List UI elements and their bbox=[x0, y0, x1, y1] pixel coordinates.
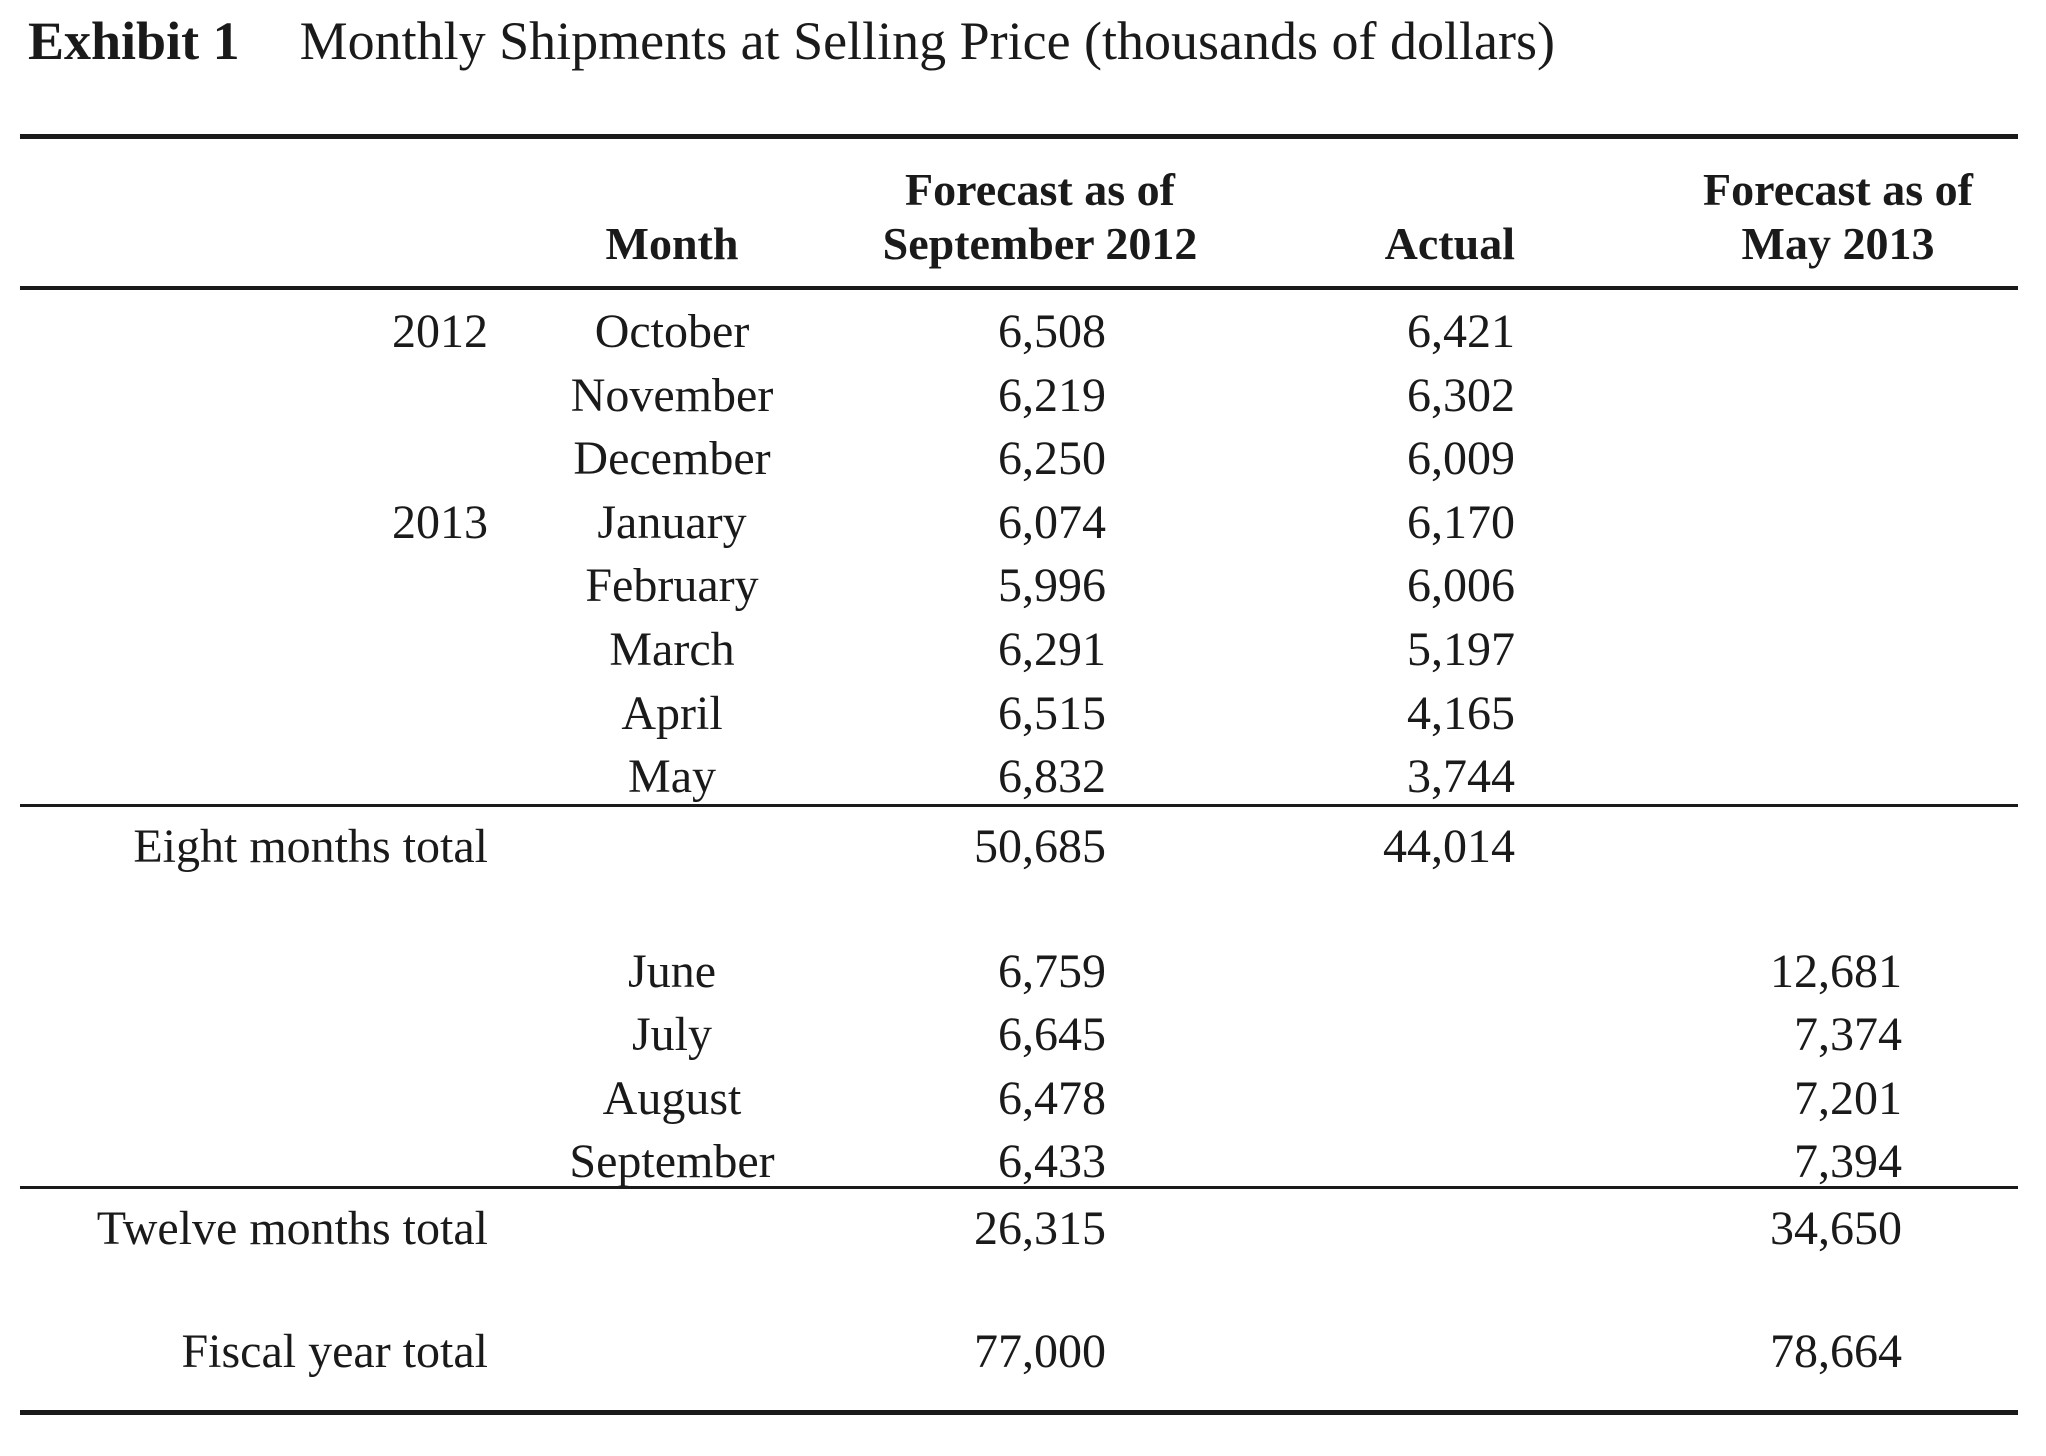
row-month: April bbox=[621, 687, 723, 740]
row-forecast-sep: 6,074 bbox=[998, 496, 1106, 549]
row-actual: 4,165 bbox=[1407, 687, 1515, 740]
exhibit-caption: Monthly Shipments at Selling Price (thou… bbox=[299, 11, 1555, 71]
row-actual: 5,197 bbox=[1407, 623, 1515, 676]
exhibit-label: Exhibit 1 bbox=[28, 11, 240, 71]
row-actual: 3,744 bbox=[1407, 750, 1515, 803]
eight-months-total-forecast-sep: 50,685 bbox=[974, 820, 1106, 873]
row-forecast-may: 12,681 bbox=[1770, 945, 1902, 998]
bottom-rule bbox=[20, 1410, 2018, 1415]
row-forecast-sep: 5,996 bbox=[998, 559, 1106, 612]
row-forecast-sep: 6,759 bbox=[998, 945, 1106, 998]
header-forecast-sep-line2: September 2012 bbox=[882, 218, 1198, 269]
row-year: 2012 bbox=[392, 305, 488, 358]
eight-months-total-actual: 44,014 bbox=[1383, 820, 1515, 873]
row-forecast-sep: 6,515 bbox=[998, 687, 1106, 740]
header-forecast-sep-line1: Forecast as of bbox=[905, 164, 1175, 215]
row-month: February bbox=[585, 559, 759, 612]
row-actual: 6,170 bbox=[1407, 496, 1515, 549]
exhibit-title: Exhibit 1 Monthly Shipments at Selling Pr… bbox=[28, 6, 1555, 76]
header-forecast-may-line1: Forecast as of bbox=[1703, 164, 1973, 215]
row-month: September bbox=[569, 1135, 775, 1188]
row-month: July bbox=[631, 1008, 713, 1061]
twelve-months-total-forecast-may: 34,650 bbox=[1770, 1202, 1902, 1255]
twelve-months-total-label: Twelve months total bbox=[96, 1202, 488, 1255]
fiscal-year-total-forecast-may: 78,664 bbox=[1770, 1325, 1902, 1378]
eight-months-total-label: Eight months total bbox=[133, 820, 488, 873]
row-forecast-sep: 6,433 bbox=[998, 1135, 1106, 1188]
row-forecast-sep: 6,832 bbox=[998, 750, 1106, 803]
fiscal-year-total-label: Fiscal year total bbox=[181, 1325, 488, 1378]
row-forecast-sep: 6,219 bbox=[998, 369, 1106, 422]
eight-months-rule bbox=[20, 804, 2018, 807]
row-forecast-sep: 6,250 bbox=[998, 432, 1106, 485]
header-rule bbox=[20, 286, 2018, 290]
row-actual: 6,421 bbox=[1407, 305, 1515, 358]
row-month: March bbox=[609, 623, 735, 676]
row-forecast-sep: 6,645 bbox=[998, 1008, 1106, 1061]
row-year: 2013 bbox=[392, 496, 488, 549]
row-month: October bbox=[594, 305, 750, 358]
header-actual: Actual bbox=[1384, 218, 1515, 269]
top-rule bbox=[20, 134, 2018, 139]
row-forecast-may: 7,374 bbox=[1794, 1008, 1902, 1061]
row-forecast-sep: 6,291 bbox=[998, 623, 1106, 676]
row-forecast-sep: 6,508 bbox=[998, 305, 1106, 358]
row-month: June bbox=[628, 945, 716, 998]
row-forecast-may: 7,394 bbox=[1794, 1135, 1902, 1188]
fiscal-year-total-forecast-sep: 77,000 bbox=[974, 1325, 1106, 1378]
row-actual: 6,302 bbox=[1407, 369, 1515, 422]
row-actual: 6,009 bbox=[1407, 432, 1515, 485]
row-month: December bbox=[573, 432, 771, 485]
header-forecast-may-line2: May 2013 bbox=[1741, 218, 1935, 269]
row-forecast-may: 7,201 bbox=[1794, 1072, 1902, 1125]
row-actual: 6,006 bbox=[1407, 559, 1515, 612]
row-month: January bbox=[597, 496, 747, 549]
row-month: November bbox=[570, 369, 774, 422]
twelve-months-total-forecast-sep: 26,315 bbox=[974, 1202, 1106, 1255]
twelve-months-rule bbox=[20, 1186, 2018, 1189]
row-month: May bbox=[628, 750, 716, 803]
row-month: August bbox=[602, 1072, 742, 1125]
row-forecast-sep: 6,478 bbox=[998, 1072, 1106, 1125]
header-month: Month bbox=[605, 218, 739, 269]
